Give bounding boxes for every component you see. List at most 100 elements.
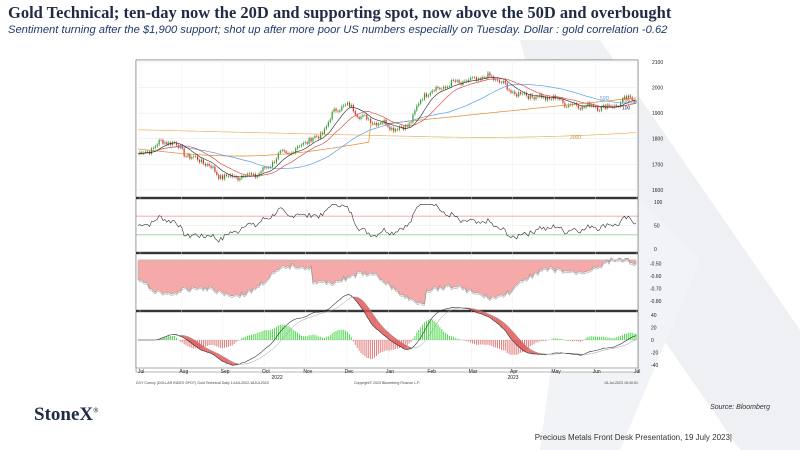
- macd-cross-fill: [230, 360, 233, 366]
- rsi-line: [137, 203, 637, 243]
- price-candle-body: [562, 98, 564, 103]
- price-candle-body: [335, 108, 337, 111]
- footer-text: Precious Metals Front Desk Presentation,…: [534, 433, 732, 442]
- macd-cross-fill: [195, 340, 198, 348]
- price-candle-body: [525, 92, 528, 96]
- price-candle-body: [160, 139, 162, 141]
- price-candle-body: [158, 139, 160, 145]
- macd-cross-fill: [512, 331, 515, 344]
- price-candle-body: [185, 156, 187, 157]
- macd-cross-fill: [362, 300, 365, 313]
- price-candle-body: [545, 96, 547, 101]
- price-candle-body: [337, 110, 339, 112]
- price-candle-body: [446, 86, 449, 88]
- macd-cross-fill: [526, 346, 529, 354]
- macd-cross-fill: [199, 343, 202, 351]
- price-ytick-label: 1800: [652, 137, 663, 143]
- price-candle-body: [141, 152, 143, 154]
- price-candle-body: [218, 174, 220, 179]
- price-candle-body: [418, 103, 420, 106]
- macd-cross-fill: [486, 312, 488, 317]
- price-candle-body: [416, 105, 418, 111]
- panel-price: [135, 59, 639, 198]
- price-candle-body: [212, 166, 214, 168]
- macd-cross-fill: [378, 321, 381, 332]
- price-candle-body: [495, 79, 497, 81]
- price-candle-body: [598, 110, 601, 112]
- price-candle-body: [193, 156, 195, 158]
- price-candle-body: [514, 91, 516, 95]
- macd-cross-fill: [524, 344, 527, 353]
- price-candle-body: [387, 124, 389, 127]
- price-candle-body: [591, 104, 593, 107]
- price-candle-body: [535, 96, 537, 100]
- macd-cross-fill: [478, 310, 481, 314]
- price-candle-body: [404, 125, 406, 130]
- price-candle-body: [448, 86, 451, 87]
- price-candle-body: [477, 78, 479, 81]
- macd-cross-fill: [376, 318, 379, 331]
- price-candle-body: [371, 122, 374, 124]
- price-candle-body: [283, 150, 285, 152]
- price-candle-body: [441, 88, 443, 90]
- macd-cross-fill: [366, 305, 369, 320]
- price-candle-body: [620, 102, 622, 107]
- corr-ytick-label: -0.50: [650, 261, 662, 267]
- price-candle-body: [421, 99, 424, 101]
- price-candle-body: [166, 142, 168, 145]
- macd-cross-fill: [407, 345, 410, 350]
- price-candle-body: [206, 164, 208, 166]
- price-candle-body: [487, 72, 489, 79]
- price-candle-body: [264, 167, 266, 169]
- macd-cross-fill: [393, 336, 396, 344]
- price-candle-body: [210, 165, 212, 168]
- price-candle-body: [425, 93, 428, 97]
- price-candle-body: [420, 100, 422, 104]
- price-candle-body: [608, 104, 610, 106]
- macd-cross-fill: [226, 358, 229, 364]
- price-candle-body: [429, 92, 431, 96]
- price-candle-body: [502, 80, 504, 83]
- price-candle-body: [533, 97, 535, 100]
- price-candle-body: [437, 86, 439, 89]
- price-candle-body: [191, 157, 193, 159]
- macd-cross-fill: [497, 318, 500, 326]
- price-candle-body: [370, 118, 372, 123]
- price-candle-body: [168, 142, 170, 145]
- xaxis-month-label: May: [551, 369, 561, 375]
- price-candle-body: [252, 173, 254, 175]
- price-candle-body: [200, 159, 203, 163]
- stonex-logo: StoneX®: [34, 404, 98, 426]
- price-candle-body: [381, 122, 383, 124]
- macd-cross-fill: [372, 313, 375, 328]
- macd-cross-fill: [368, 307, 371, 323]
- price-candle-body: [396, 129, 399, 130]
- price-candle-body: [493, 76, 495, 81]
- price-candle-body: [610, 105, 612, 107]
- macd-line: [138, 294, 637, 366]
- macd-ytick-label: -40: [651, 363, 658, 369]
- price-candle-body: [302, 142, 304, 145]
- price-candle-body: [581, 106, 583, 110]
- price-candle-body: [152, 147, 154, 149]
- price-candle-body: [329, 119, 331, 123]
- price-candle-body: [423, 93, 426, 100]
- price-candle-body: [358, 117, 360, 119]
- price-candle-body: [395, 129, 397, 132]
- page-title: Gold Technical; ten-day now the 20D and …: [8, 3, 672, 22]
- price-candle-body: [516, 94, 518, 97]
- xaxis-month-label: Jul: [634, 369, 640, 375]
- price-candle-body: [172, 142, 174, 146]
- price-candle-body: [243, 175, 245, 177]
- price-candle-body: [625, 96, 627, 99]
- price-candle-body: [529, 94, 531, 99]
- price-candle-body: [443, 86, 445, 89]
- macd-cross-fill: [211, 350, 213, 355]
- price-candle-body: [373, 122, 376, 124]
- macd-cross-fill: [370, 310, 373, 326]
- price-candle-body: [323, 128, 326, 135]
- price-candle-body: [225, 174, 228, 176]
- price-candle-body: [350, 104, 353, 107]
- corr-ytick-label: -0.80: [650, 299, 662, 305]
- price-candle-body: [410, 122, 412, 124]
